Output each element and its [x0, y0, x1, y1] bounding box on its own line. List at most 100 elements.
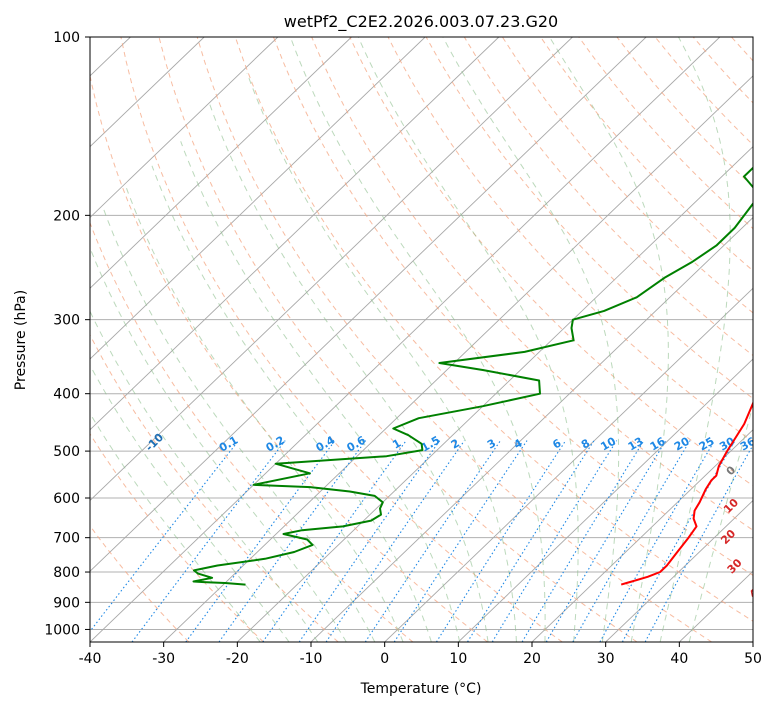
- isotherm-30: [605, 499, 753, 642]
- mixing-ratio-line: [521, 440, 645, 642]
- moist-adiabat-label: 0: [724, 463, 739, 478]
- moist-adiabat: [90, 412, 261, 642]
- isotherm--30: [163, 75, 753, 642]
- dry-adiabat: [616, 37, 753, 188]
- dry-adiabat: [90, 221, 414, 642]
- moist-adiabat: [126, 188, 404, 642]
- isotherm--40: [90, 37, 721, 642]
- isotherm--70: [90, 37, 500, 431]
- plot-frame: [89, 36, 754, 643]
- mixing-ratio-line: [393, 440, 528, 642]
- dry-adiabat: [90, 73, 488, 642]
- dry-adiabat: [273, 37, 753, 576]
- dry-adiabat: [311, 37, 753, 531]
- mixing-ratio-line: [262, 440, 407, 642]
- moist-adiabat: [180, 141, 461, 642]
- y-tick-label: 600: [53, 491, 80, 507]
- y-tick-label: 500: [53, 444, 80, 460]
- x-tick-label: -10: [300, 651, 323, 667]
- dry-adiabat: [654, 37, 753, 146]
- dry-adiabat: [692, 37, 753, 104]
- moist-adiabat: [688, 403, 753, 642]
- isotherm-0: [384, 287, 753, 642]
- mixing-ratio-line: [644, 444, 753, 642]
- isotherm--60: [90, 37, 573, 502]
- background-lines: [90, 37, 775, 642]
- dry-adiabat: [90, 432, 264, 642]
- mixing-ratio-label: 2: [449, 437, 462, 452]
- isotherm--20: [237, 146, 753, 642]
- mixing-ratio-line: [364, 440, 501, 642]
- x-tick-label: 0: [380, 651, 389, 667]
- mixing-ratio-line: [467, 440, 595, 642]
- y-tick-label: 100: [53, 30, 80, 46]
- moist-adiabat-label: 20: [718, 527, 738, 547]
- mixing-ratio-label: 1: [390, 437, 403, 452]
- moist-adiabat: [289, 37, 546, 642]
- mixing-ratio-line: [491, 440, 618, 642]
- isotherm--50: [90, 37, 647, 572]
- isotherm--110: [90, 37, 205, 148]
- y-tick-label: 900: [53, 595, 80, 611]
- mixing-ratio-line: [185, 440, 336, 642]
- y-tick-label: 200: [53, 208, 80, 224]
- y-tick-label: 800: [53, 565, 80, 581]
- isotherm-20: [531, 429, 753, 642]
- x-tick-label: -30: [152, 651, 175, 667]
- y-tick-label: 300: [53, 313, 80, 329]
- dry-adiabat-label: -10: [143, 431, 166, 454]
- dry-adiabat: [90, 525, 190, 642]
- isotherm--80: [90, 37, 426, 360]
- temperature-profile: [620, 400, 753, 586]
- dry-adiabat: [196, 37, 712, 642]
- dry-adiabat: [90, 333, 339, 642]
- dry-adiabat: [770, 37, 775, 642]
- x-tick-label: 50: [744, 651, 762, 667]
- isotherm--100: [90, 37, 279, 219]
- dewpoint-profile: [192, 166, 753, 586]
- y-tick-label: 400: [53, 387, 80, 403]
- x-tick-label: -20: [226, 651, 249, 667]
- dry-adiabat: [120, 37, 563, 642]
- moist-adiabat: [357, 37, 579, 642]
- isotherm--90: [90, 37, 352, 289]
- x-tick-label: 20: [523, 651, 541, 667]
- moist-adiabat: [151, 165, 432, 642]
- moist-adiabat: [659, 37, 731, 642]
- x-tick-label: 30: [597, 651, 615, 667]
- isotherm--10: [310, 216, 753, 642]
- isotherm-10: [458, 358, 753, 642]
- mixing-ratio-line: [218, 440, 367, 642]
- axes: -40 -30 -20 -10 0 10 20 30 40 5010020030040050060…: [44, 30, 762, 667]
- mixing-ratio-line: [90, 440, 239, 633]
- mixing-ratio-line: [545, 440, 667, 642]
- chart-title: wetPf2_C2E2.2026.003.07.23.G20: [284, 12, 558, 32]
- x-tick-label: 10: [449, 651, 467, 667]
- y-tick-label: 1000: [44, 622, 80, 638]
- dry-adiabat: [463, 37, 753, 357]
- dry-adiabat-label: -30: [0, 348, 4, 371]
- mixing-ratio-line: [599, 440, 716, 642]
- moist-adiabat: [209, 104, 489, 642]
- y-tick-label: 700: [53, 531, 80, 547]
- moist-adiabat: [442, 37, 620, 642]
- mixing-ratio-line: [572, 440, 691, 642]
- x-axis-label: Temperature (°C): [360, 681, 482, 697]
- dry-adiabat: [158, 37, 638, 642]
- moist-adiabat-label: 30: [725, 556, 745, 576]
- profiles: [192, 166, 753, 586]
- moist-adiabat-label: 40: [747, 581, 767, 601]
- x-tick-label: 40: [670, 651, 688, 667]
- moist-adiabat: [90, 364, 290, 642]
- isotherm-50: [752, 641, 753, 642]
- mixing-ratio-line: [325, 440, 465, 642]
- x-tick-label: -40: [79, 651, 102, 667]
- mixing-ratio-label: 6: [550, 436, 563, 451]
- dry-adiabat: [501, 37, 753, 314]
- moist-adiabat: [246, 72, 517, 642]
- line-labels: 0.10.20.40.611.52346810131620253036-100-…: [0, 348, 767, 602]
- moist-adiabat: [549, 37, 669, 642]
- mixing-ratio-line: [435, 440, 567, 642]
- mixing-ratio-label: 36: [738, 434, 758, 453]
